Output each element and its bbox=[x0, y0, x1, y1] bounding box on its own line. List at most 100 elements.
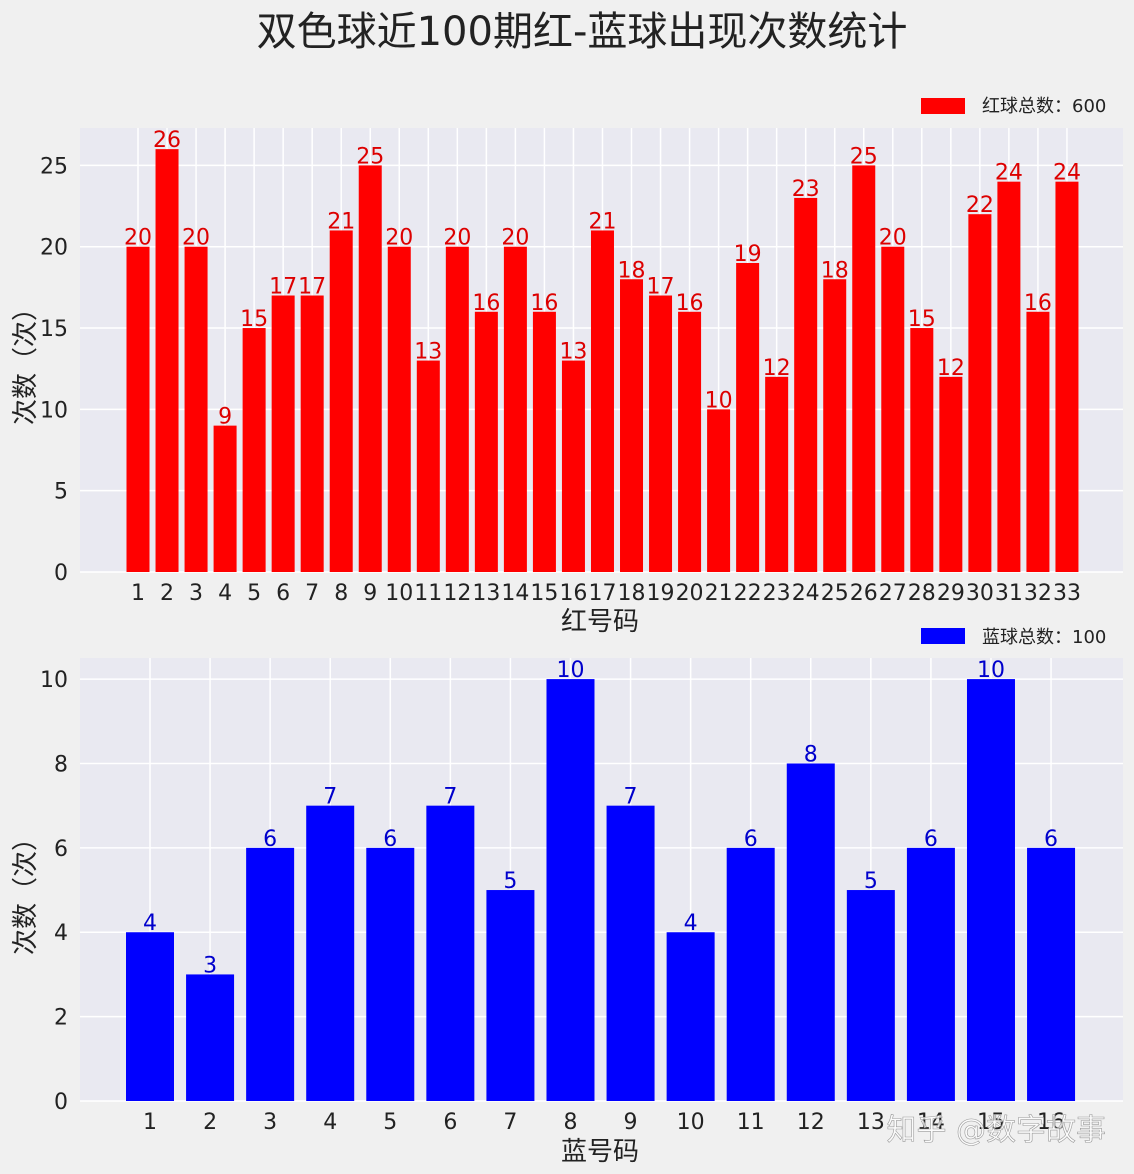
blue-bar-2 bbox=[186, 974, 235, 1101]
red-bar-19 bbox=[649, 295, 673, 572]
red-x-tick-label: 25 bbox=[821, 581, 849, 606]
red-x-tick-label: 1 bbox=[131, 581, 145, 606]
red-bar-value-label: 17 bbox=[298, 275, 326, 300]
red-x-tick-label: 19 bbox=[647, 581, 675, 606]
red-bar-4 bbox=[213, 425, 237, 572]
red-bar-value-label: 15 bbox=[240, 307, 268, 332]
red-bar-28 bbox=[910, 328, 934, 572]
red-bar-2 bbox=[155, 149, 179, 572]
red-bar-7 bbox=[300, 295, 324, 572]
blue-bar-8 bbox=[546, 679, 595, 1101]
blue-legend-swatch bbox=[921, 628, 965, 644]
red-legend: 红球总数：600 bbox=[921, 96, 1106, 117]
blue-bar-13 bbox=[846, 890, 895, 1101]
red-bar-5 bbox=[242, 328, 266, 572]
red-x-ticks: 1 2 3 4 5 6 7 8 9 10 11 12 13 14 15 16 17 18 19 20 21 22 23 24 2… bbox=[131, 581, 1081, 606]
blue-bar-value-label: 6 bbox=[263, 827, 277, 852]
red-bar-value-label: 24 bbox=[1053, 161, 1081, 186]
red-x-tick-label: 11 bbox=[414, 581, 442, 606]
red-x-tick-label: 21 bbox=[705, 581, 733, 606]
red-x-tick-label: 22 bbox=[734, 581, 762, 606]
blue-x-tick-label: 16 bbox=[1037, 1110, 1065, 1135]
red-x-tick-label: 7 bbox=[305, 581, 319, 606]
blue-x-tick-label: 10 bbox=[677, 1110, 705, 1135]
blue-bar-value-label: 6 bbox=[383, 827, 397, 852]
red-bar-13 bbox=[474, 311, 498, 572]
blue-x-tick-label: 13 bbox=[857, 1110, 885, 1135]
red-bar-17 bbox=[590, 230, 614, 572]
red-y-tick-label: 25 bbox=[40, 154, 68, 179]
red-bar-15 bbox=[532, 311, 556, 572]
blue-y-axis-label: 次数（次） bbox=[11, 825, 41, 955]
blue-bar-value-label: 5 bbox=[864, 869, 878, 894]
red-y-ticks: 0 5 10 15 20 25 bbox=[40, 154, 68, 586]
blue-bar-6 bbox=[426, 805, 475, 1101]
blue-bar-9 bbox=[606, 805, 655, 1101]
red-bar-value-label: 13 bbox=[414, 340, 442, 365]
red-x-tick-label: 3 bbox=[189, 581, 203, 606]
blue-x-tick-label: 9 bbox=[624, 1110, 638, 1135]
red-x-tick-label: 30 bbox=[966, 581, 994, 606]
blue-y-tick-label: 6 bbox=[54, 837, 68, 862]
red-y-tick-label: 10 bbox=[40, 398, 68, 423]
red-bar-value-label: 19 bbox=[734, 242, 762, 267]
red-x-tick-label: 8 bbox=[334, 581, 348, 606]
blue-bar-4 bbox=[306, 805, 355, 1101]
red-bar-22 bbox=[736, 262, 760, 572]
red-x-tick-label: 24 bbox=[792, 581, 820, 606]
red-bar-value-label: 10 bbox=[705, 388, 733, 413]
blue-bar-value-label: 5 bbox=[503, 869, 517, 894]
red-y-axis-label: 次数（次） bbox=[11, 295, 41, 425]
blue-y-tick-label: 4 bbox=[54, 921, 68, 946]
red-bar-12 bbox=[445, 246, 469, 572]
red-bar-value-label: 15 bbox=[908, 307, 936, 332]
red-bar-value-label: 13 bbox=[559, 340, 587, 365]
red-bar-value-label: 18 bbox=[618, 258, 646, 283]
blue-bar-value-label: 6 bbox=[1044, 827, 1058, 852]
red-x-tick-label: 20 bbox=[676, 581, 704, 606]
red-y-tick-label: 0 bbox=[54, 561, 68, 586]
red-bar-value-label: 20 bbox=[501, 226, 529, 251]
red-bar-value-label: 17 bbox=[647, 275, 675, 300]
red-x-tick-label: 12 bbox=[443, 581, 471, 606]
red-bar-value-label: 20 bbox=[443, 226, 471, 251]
blue-bars bbox=[126, 679, 1076, 1101]
blue-bar-3 bbox=[246, 847, 295, 1101]
blue-bar-16 bbox=[1027, 847, 1076, 1101]
blue-x-tick-label: 3 bbox=[263, 1110, 277, 1135]
red-bar-value-label: 9 bbox=[218, 405, 232, 430]
red-x-tick-label: 32 bbox=[1024, 581, 1052, 606]
red-bar-33 bbox=[1055, 181, 1079, 572]
red-bar-value-label: 12 bbox=[937, 356, 965, 381]
red-bar-8 bbox=[329, 230, 353, 572]
blue-bar-11 bbox=[726, 847, 775, 1101]
blue-bar-value-label: 6 bbox=[744, 827, 758, 852]
blue-bar-value-label: 7 bbox=[443, 785, 457, 810]
red-legend-label: 红球总数：600 bbox=[982, 96, 1106, 117]
blue-x-tick-label: 14 bbox=[917, 1110, 945, 1135]
red-bar-value-label: 22 bbox=[966, 193, 994, 218]
red-bar-value-label: 20 bbox=[182, 226, 210, 251]
blue-bar-value-label: 8 bbox=[804, 742, 818, 767]
red-bar-value-label: 16 bbox=[1024, 291, 1052, 316]
blue-x-tick-label: 1 bbox=[143, 1110, 157, 1135]
red-bar-21 bbox=[707, 409, 731, 572]
blue-bar-7 bbox=[486, 890, 535, 1101]
red-bar-10 bbox=[387, 246, 411, 572]
red-x-tick-label: 26 bbox=[850, 581, 878, 606]
red-bar-29 bbox=[939, 376, 963, 572]
red-x-tick-label: 17 bbox=[588, 581, 616, 606]
red-x-tick-label: 28 bbox=[908, 581, 936, 606]
blue-bar-value-label: 4 bbox=[143, 911, 157, 936]
blue-legend: 蓝球总数：100 bbox=[921, 627, 1106, 648]
red-bar-value-label: 25 bbox=[356, 144, 384, 169]
chart-title: 双色球近100期红-蓝球出现次数统计 bbox=[257, 9, 908, 55]
blue-bar-10 bbox=[666, 932, 715, 1101]
red-x-tick-label: 6 bbox=[276, 581, 290, 606]
blue-y-tick-label: 2 bbox=[54, 1006, 68, 1031]
red-bar-value-label: 18 bbox=[821, 258, 849, 283]
red-x-tick-label: 15 bbox=[530, 581, 558, 606]
red-bar-value-label: 26 bbox=[153, 128, 181, 153]
red-x-tick-label: 2 bbox=[160, 581, 174, 606]
